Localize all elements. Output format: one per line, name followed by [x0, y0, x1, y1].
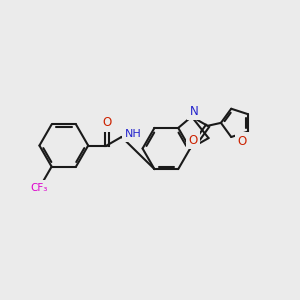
Text: O: O	[237, 135, 246, 148]
Text: O: O	[102, 116, 111, 130]
Text: O: O	[188, 134, 197, 147]
Text: NH: NH	[124, 129, 141, 139]
Text: CF₃: CF₃	[31, 183, 48, 193]
Text: N: N	[190, 105, 198, 118]
